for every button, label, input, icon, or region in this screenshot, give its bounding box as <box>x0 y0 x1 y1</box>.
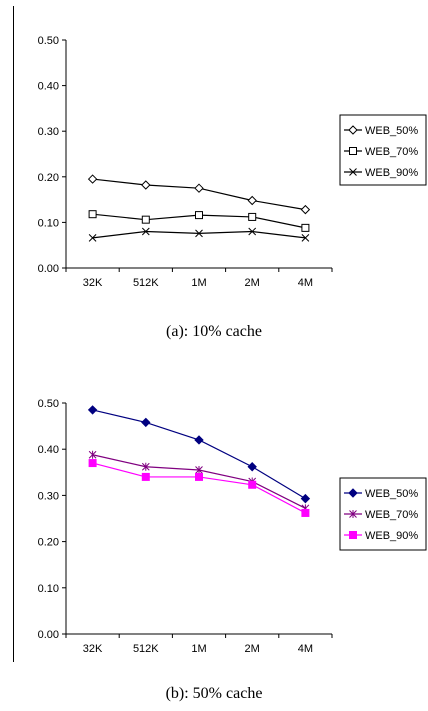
legend-marker-1-2 <box>349 531 357 539</box>
series-line-1-0 <box>92 409 306 500</box>
x-tick-label-1-2: 1M <box>191 643 206 655</box>
data-point-1-2-0 <box>88 459 97 468</box>
y-tick-label-1-0: 0.00 <box>38 629 59 641</box>
y-tick-label-1-2: 0.20 <box>38 537 59 549</box>
data-point-1-2-1 <box>141 472 150 481</box>
data-point-1-0-3 <box>247 462 257 472</box>
legend-marker-0-0 <box>348 125 358 135</box>
x-tick-label-0-1: 512K <box>133 277 159 289</box>
data-point-1-1-0 <box>88 450 97 459</box>
data-point-0-2-0 <box>88 234 97 242</box>
data-point-1-0-0 <box>87 405 98 415</box>
x-tick-label-0-2: 1M <box>191 277 206 289</box>
y-tick-label-0-1: 0.10 <box>38 217 59 229</box>
series-line-0-2 <box>92 230 306 239</box>
x-tick-label-1-1: 512K <box>133 643 159 655</box>
x-tick-label-0-4: 4M <box>298 277 313 289</box>
left-border-line <box>13 6 14 662</box>
data-point-0-0-3 <box>247 195 257 206</box>
data-point-0-2-2 <box>195 229 203 238</box>
data-point-1-2-3 <box>248 480 257 489</box>
x-tick-label-0-3: 2M <box>245 277 260 289</box>
y-tick-label-0-2: 0.20 <box>38 172 59 184</box>
caption-chart-a: (a): 10% cache <box>166 323 262 340</box>
data-point-1-1-2 <box>195 465 203 474</box>
legend-label-0-2: WEB_90% <box>365 167 418 179</box>
y-tick-label-0-5: 0.50 <box>38 35 59 47</box>
data-point-0-2-4 <box>301 234 310 242</box>
data-point-0-1-1 <box>141 215 150 224</box>
data-point-0-0-2 <box>194 183 204 193</box>
legend-marker-0-2 <box>349 168 357 176</box>
legend-label-0-1: WEB_70% <box>365 146 418 158</box>
x-tick-label-1-4: 4M <box>298 643 313 655</box>
x-tick-label-1-0: 32K <box>83 643 103 655</box>
y-tick-label-1-4: 0.40 <box>38 444 59 456</box>
legend-marker-1-1 <box>349 510 357 518</box>
y-tick-label-0-3: 0.30 <box>38 126 59 138</box>
data-point-1-1-1 <box>141 462 150 471</box>
legend-label-1-2: WEB_90% <box>365 530 418 542</box>
data-point-0-1-2 <box>195 211 203 220</box>
legend-label-0-0: WEB_50% <box>365 125 418 137</box>
series-line-1-1 <box>92 454 306 509</box>
legend-label-1-1: WEB_70% <box>365 509 418 521</box>
x-tick-label-0-0: 32K <box>83 277 103 289</box>
legend-marker-1-0 <box>348 488 358 498</box>
y-tick-label-1-1: 0.10 <box>38 583 59 595</box>
data-point-1-0-2 <box>194 435 204 445</box>
data-point-1-2-4 <box>301 508 310 517</box>
legend-marker-0-1 <box>349 147 357 155</box>
data-point-1-2-2 <box>195 472 203 481</box>
data-point-0-0-0 <box>87 174 98 184</box>
data-point-0-0-1 <box>141 180 151 190</box>
y-tick-label-1-5: 0.50 <box>38 398 59 410</box>
caption-chart-b: (b): 50% cache <box>165 685 263 702</box>
y-tick-label-0-0: 0.00 <box>38 263 59 275</box>
data-point-0-2-3 <box>248 227 257 236</box>
x-tick-label-1-3: 2M <box>245 643 260 655</box>
data-point-1-0-4 <box>300 493 311 504</box>
legend-label-1-0: WEB_50% <box>365 488 418 500</box>
data-point-0-0-4 <box>300 204 311 215</box>
y-tick-label-0-4: 0.40 <box>38 81 59 93</box>
data-point-0-1-3 <box>248 212 257 221</box>
data-point-0-1-4 <box>301 223 310 232</box>
data-point-0-1-0 <box>88 210 97 219</box>
data-point-0-2-1 <box>141 227 150 236</box>
data-point-1-0-1 <box>141 417 151 428</box>
y-tick-label-1-3: 0.30 <box>38 490 59 502</box>
